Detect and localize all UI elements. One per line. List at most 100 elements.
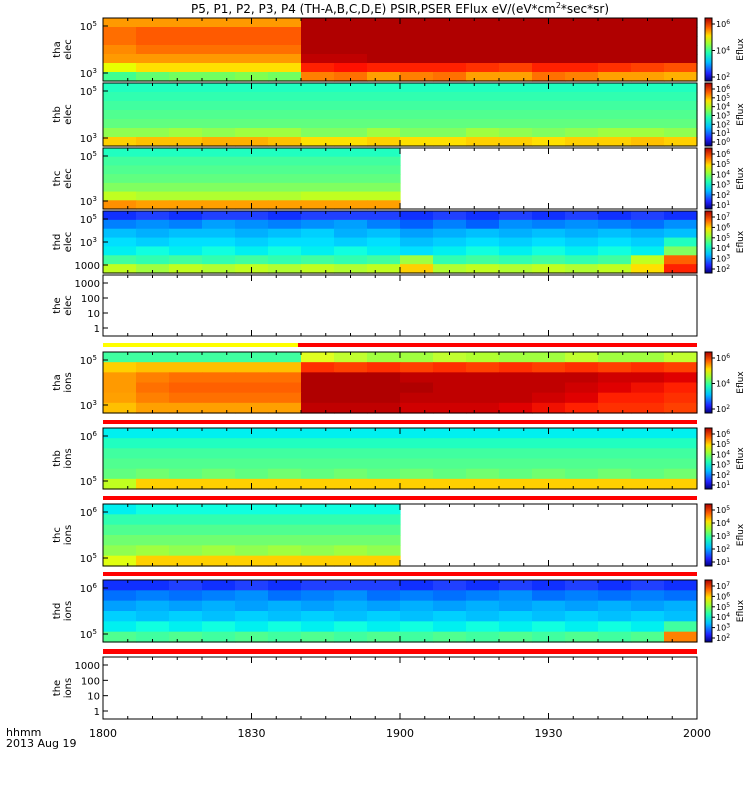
heatmap-cell	[136, 611, 170, 622]
heatmap-cell	[466, 352, 500, 363]
heatmap-cell	[301, 110, 335, 120]
heatmap-cell	[400, 402, 434, 414]
heatmap-cell	[499, 621, 533, 633]
heatmap-cell	[235, 119, 269, 129]
heatmap-cell	[268, 165, 302, 175]
heatmap-cell	[202, 237, 236, 248]
heatmap-cell	[664, 600, 698, 612]
colorbar-tick-label: 101	[716, 128, 730, 138]
heatmap-cell	[268, 174, 302, 184]
heatmap-cell	[598, 362, 632, 373]
heatmap-cell	[598, 255, 632, 265]
heatmap-cell	[334, 535, 368, 546]
heatmap-cell	[433, 228, 467, 239]
heatmap-cell	[598, 621, 632, 633]
heatmap-cell	[565, 352, 599, 363]
heatmap-cell	[334, 468, 368, 480]
heatmap-cell	[103, 36, 137, 46]
heatmap-cell	[532, 101, 566, 111]
heatmap-cell	[301, 264, 335, 274]
heatmap-cell	[268, 504, 302, 515]
heatmap-cell	[565, 590, 599, 602]
heatmap-cell	[598, 128, 632, 138]
heatmap-cell	[565, 631, 599, 643]
heatmap-cell	[565, 611, 599, 622]
heatmap-cell	[103, 264, 137, 274]
heatmap-cell	[631, 63, 665, 73]
heatmap-cell	[235, 255, 269, 265]
heatmap-cell	[631, 580, 665, 591]
heatmap-cell	[433, 237, 467, 248]
colorbar	[704, 82, 713, 147]
heatmap-cell	[433, 600, 467, 612]
heatmap-cell	[301, 458, 335, 470]
heatmap-cell	[631, 119, 665, 129]
heatmap-cell	[499, 137, 533, 147]
heatmap-cell	[565, 92, 599, 102]
ylabel-line: elec	[63, 104, 74, 125]
heatmap-cell	[202, 191, 236, 201]
heatmap-cell	[565, 458, 599, 470]
heatmap-cell	[301, 128, 335, 138]
heatmap-cell	[202, 438, 236, 449]
heatmap-cell	[433, 264, 467, 274]
ylabel-line: the	[52, 297, 63, 313]
heatmap-cell	[202, 72, 236, 82]
heatmap-cell	[466, 621, 500, 633]
colorbar	[704, 351, 713, 414]
heatmap-cell	[268, 72, 302, 82]
ytick-label: 105	[80, 150, 97, 163]
heatmap-cell	[202, 63, 236, 73]
heatmap-cell	[169, 182, 203, 193]
heatmap-cell	[235, 92, 269, 102]
colorbar	[704, 579, 713, 643]
heatmap-cell	[400, 428, 434, 439]
ytick-label: 106	[80, 506, 98, 519]
heatmap-cell	[202, 458, 236, 470]
heatmap-cell	[664, 580, 698, 591]
time-tick-label: 2000	[683, 727, 711, 740]
heatmap-cell	[169, 36, 203, 46]
ytick-label: 106	[80, 582, 98, 595]
heatmap-cell	[466, 438, 500, 449]
heatmap-cell	[664, 428, 698, 439]
heatmap-cell	[334, 246, 368, 256]
colorbar-tick-label: 103	[716, 623, 730, 633]
ytick-label: 1	[94, 324, 100, 335]
heatmap-cell	[103, 428, 137, 439]
heatmap-cell	[631, 458, 665, 470]
heatmap-cell	[400, 237, 434, 248]
heatmap-cell	[202, 255, 236, 265]
heatmap-cell	[367, 83, 401, 93]
heatmap-cell	[136, 555, 170, 567]
heatmap-cell	[466, 27, 500, 37]
heatmap-cell	[367, 392, 401, 404]
heatmap-cell	[433, 92, 467, 102]
heatmap-cell	[499, 458, 533, 470]
heatmap-cell	[400, 137, 434, 147]
heatmap-cell	[466, 468, 500, 480]
heatmap-cell	[202, 382, 236, 394]
heatmap-cell	[499, 18, 533, 28]
ytick-label: 100	[81, 676, 100, 687]
heatmap-cell	[433, 352, 467, 363]
heatmap-cell	[136, 580, 170, 591]
heatmap-cell	[631, 428, 665, 439]
ytick-label: 106	[80, 430, 98, 443]
heatmap-cell	[334, 119, 368, 129]
heatmap-cell	[400, 392, 434, 404]
heatmap-cell	[334, 228, 368, 239]
heatmap-cell	[169, 156, 203, 167]
heatmap-cell	[400, 468, 434, 480]
heatmap-cell	[268, 458, 302, 470]
heatmap-cell	[334, 514, 368, 526]
heatmap-cell	[598, 611, 632, 622]
heatmap-cell	[499, 246, 533, 256]
heatmap-cell	[235, 156, 269, 167]
heatmap-cell	[268, 27, 302, 37]
heatmap-cell	[268, 83, 302, 93]
colorbar-tick-label: 105	[716, 505, 730, 515]
heatmap-cell	[103, 545, 137, 557]
